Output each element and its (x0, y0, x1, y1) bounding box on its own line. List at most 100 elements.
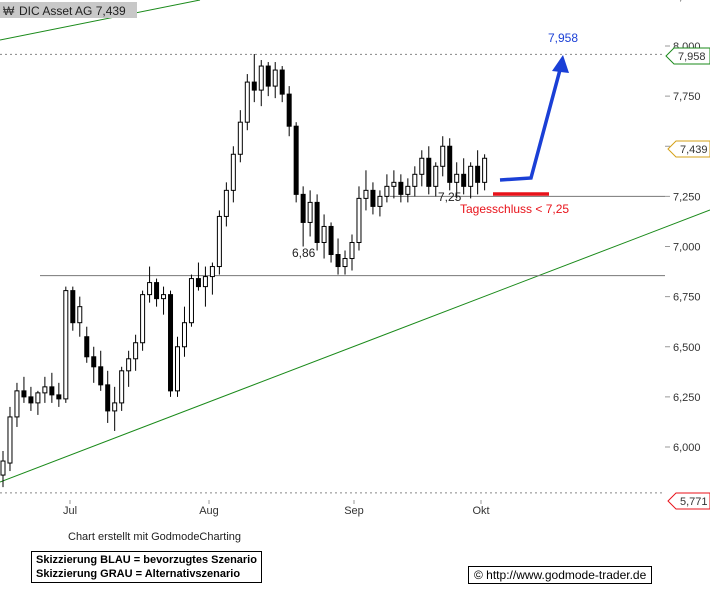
lower-trend-line (0, 209, 710, 483)
candle-body (342, 258, 348, 268)
candle (265, 62, 271, 97)
y-tick-label: 6,250 (673, 392, 701, 404)
candle-body (251, 81, 257, 91)
candle (147, 266, 153, 303)
candle-body (42, 386, 48, 394)
candle-body (321, 225, 327, 243)
candle (272, 62, 278, 99)
candle-body (181, 322, 187, 348)
target-price-tag-text: 7,958 (678, 51, 706, 63)
candle (433, 162, 439, 197)
condition-label: Tagesschluss < 7,25 (460, 202, 569, 216)
candle-body (258, 65, 264, 91)
candle (168, 290, 174, 397)
candle-body (405, 185, 411, 195)
candle-body (188, 278, 194, 324)
candle-body (161, 294, 167, 300)
candle-body (356, 197, 362, 243)
candle-body (14, 390, 20, 418)
candle-body (377, 195, 383, 207)
candle (237, 110, 243, 163)
upper-trend-line (0, 0, 201, 41)
candle (440, 136, 446, 177)
candle-body (370, 189, 376, 207)
candle-body (426, 157, 432, 187)
candle (63, 286, 69, 403)
candle-body (112, 402, 118, 412)
candle (181, 306, 187, 357)
candle-body (140, 294, 146, 344)
candle-body (279, 69, 285, 95)
candle (230, 146, 236, 203)
candle-body (154, 282, 160, 300)
candle-body (454, 173, 460, 183)
candle (223, 182, 229, 227)
candle (279, 66, 285, 103)
candle (398, 174, 404, 203)
candle-body (265, 65, 271, 87)
target-label: 7,958 (548, 31, 578, 45)
candle (77, 296, 83, 337)
x-tick-label: Okt (472, 505, 489, 517)
candle-body (49, 386, 55, 396)
y-tick-label: 7,750 (673, 91, 701, 103)
candle (14, 382, 20, 427)
source-url[interactable]: © http://www.godmode-trader.de (468, 566, 653, 584)
candle-body (328, 225, 334, 256)
candle (426, 146, 432, 195)
candle (154, 278, 160, 307)
candle (342, 250, 348, 275)
candle (244, 74, 250, 131)
candle-body (335, 254, 341, 268)
candle-body (384, 185, 390, 197)
y-tick-label: 7,250 (673, 191, 701, 203)
candle-body (468, 165, 474, 187)
candle-body (119, 370, 125, 404)
candle (356, 186, 362, 251)
candle-body (293, 125, 299, 195)
candle (49, 372, 55, 403)
candle (119, 366, 125, 411)
candle (202, 266, 208, 307)
candle (195, 262, 201, 291)
candle (21, 376, 27, 403)
candle (91, 346, 97, 383)
candle (300, 186, 306, 247)
candle (42, 376, 48, 403)
candle (349, 234, 355, 271)
candle-body (363, 189, 369, 199)
x-axis: Jul Aug Sep Okt (63, 500, 490, 517)
candle (454, 162, 460, 199)
y-tick-label: 8,250 (673, 0, 701, 3)
candle (363, 170, 369, 211)
x-tick-label: Aug (199, 505, 219, 517)
y-tick-label: 7,000 (673, 242, 701, 254)
low-price-tag: 5,771 (667, 492, 710, 510)
candle-body (349, 241, 355, 260)
candle (258, 60, 264, 107)
candle-body (314, 201, 320, 243)
candle-body (28, 396, 34, 404)
candle (70, 286, 76, 331)
x-tick-label: Jul (63, 505, 77, 517)
candle-body (482, 157, 488, 183)
candle-body (272, 69, 278, 87)
candle-body (300, 193, 306, 223)
candle (286, 86, 292, 137)
candle (251, 54, 257, 103)
candle (405, 178, 411, 203)
support-label: 6,86 (292, 246, 316, 260)
candle-body (56, 394, 62, 400)
candle (112, 386, 118, 431)
candle-body (202, 276, 208, 288)
candle (98, 350, 104, 391)
candles (0, 54, 488, 488)
trendlines (0, 0, 710, 483)
candle (391, 170, 397, 199)
candle (468, 162, 474, 199)
candle (461, 158, 467, 195)
candle (35, 390, 41, 415)
candle (370, 182, 376, 215)
candle (307, 190, 313, 237)
